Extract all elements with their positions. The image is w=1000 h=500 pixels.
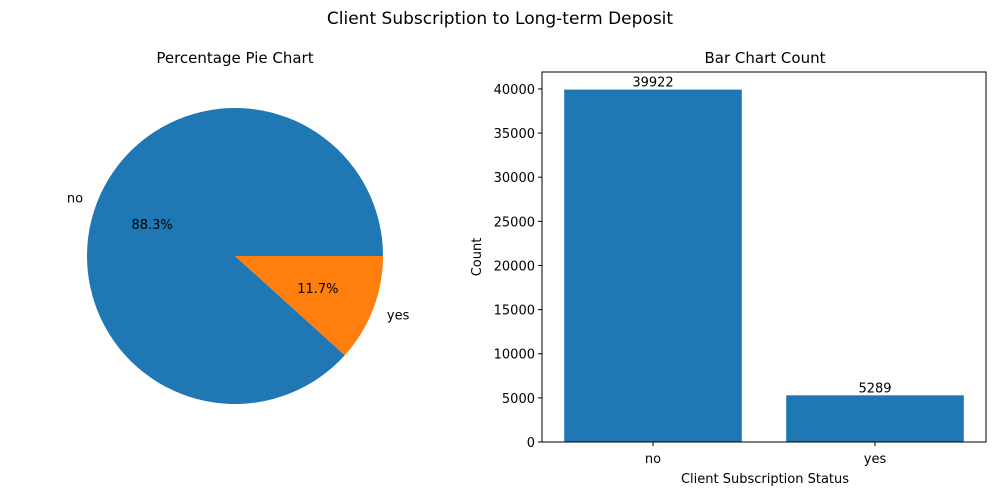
pie-pct-yes: 11.7% (297, 282, 338, 297)
pie-slice-no (87, 107, 384, 404)
pie-slice-yes (235, 256, 383, 356)
bar-value-label-no: 39922 (632, 76, 673, 91)
y-tick-label: 10000 (494, 348, 535, 363)
bar-xlabel: Client Subscription Status (681, 472, 849, 487)
figure-title: Client Subscription to Long-term Deposit (327, 9, 673, 29)
y-tick-label: 30000 (494, 171, 535, 186)
bar-yes (786, 395, 964, 442)
pie-label-yes: yes (387, 309, 410, 324)
bar-value-label-yes: 5289 (858, 381, 891, 396)
y-tick-label: 5000 (502, 392, 535, 407)
y-tick-label: 40000 (494, 83, 535, 98)
x-tick-label-no: no (645, 452, 661, 467)
y-tick-label: 15000 (494, 304, 535, 319)
bar-ylabel: Count (470, 238, 485, 277)
pie-label-no: no (67, 191, 83, 206)
y-tick-label: 20000 (494, 259, 535, 274)
y-tick-label: 25000 (494, 215, 535, 230)
pie-pct-no: 88.3% (131, 218, 172, 233)
y-tick-label: 35000 (494, 127, 535, 142)
bar-axes-frame (541, 71, 987, 443)
x-tick-label-yes: yes (864, 452, 887, 467)
bar-title: Bar Chart Count (705, 49, 826, 67)
pie-chart: Percentage Pie Chart no 88.3% yes 11.7% (67, 49, 410, 404)
bar-no (564, 89, 742, 442)
pie-title: Percentage Pie Chart (156, 49, 313, 67)
bar-chart: Bar Chart Count 0 5000 10000 15000 20000 2500… (470, 49, 987, 487)
y-tick-label: 0 (527, 436, 535, 451)
